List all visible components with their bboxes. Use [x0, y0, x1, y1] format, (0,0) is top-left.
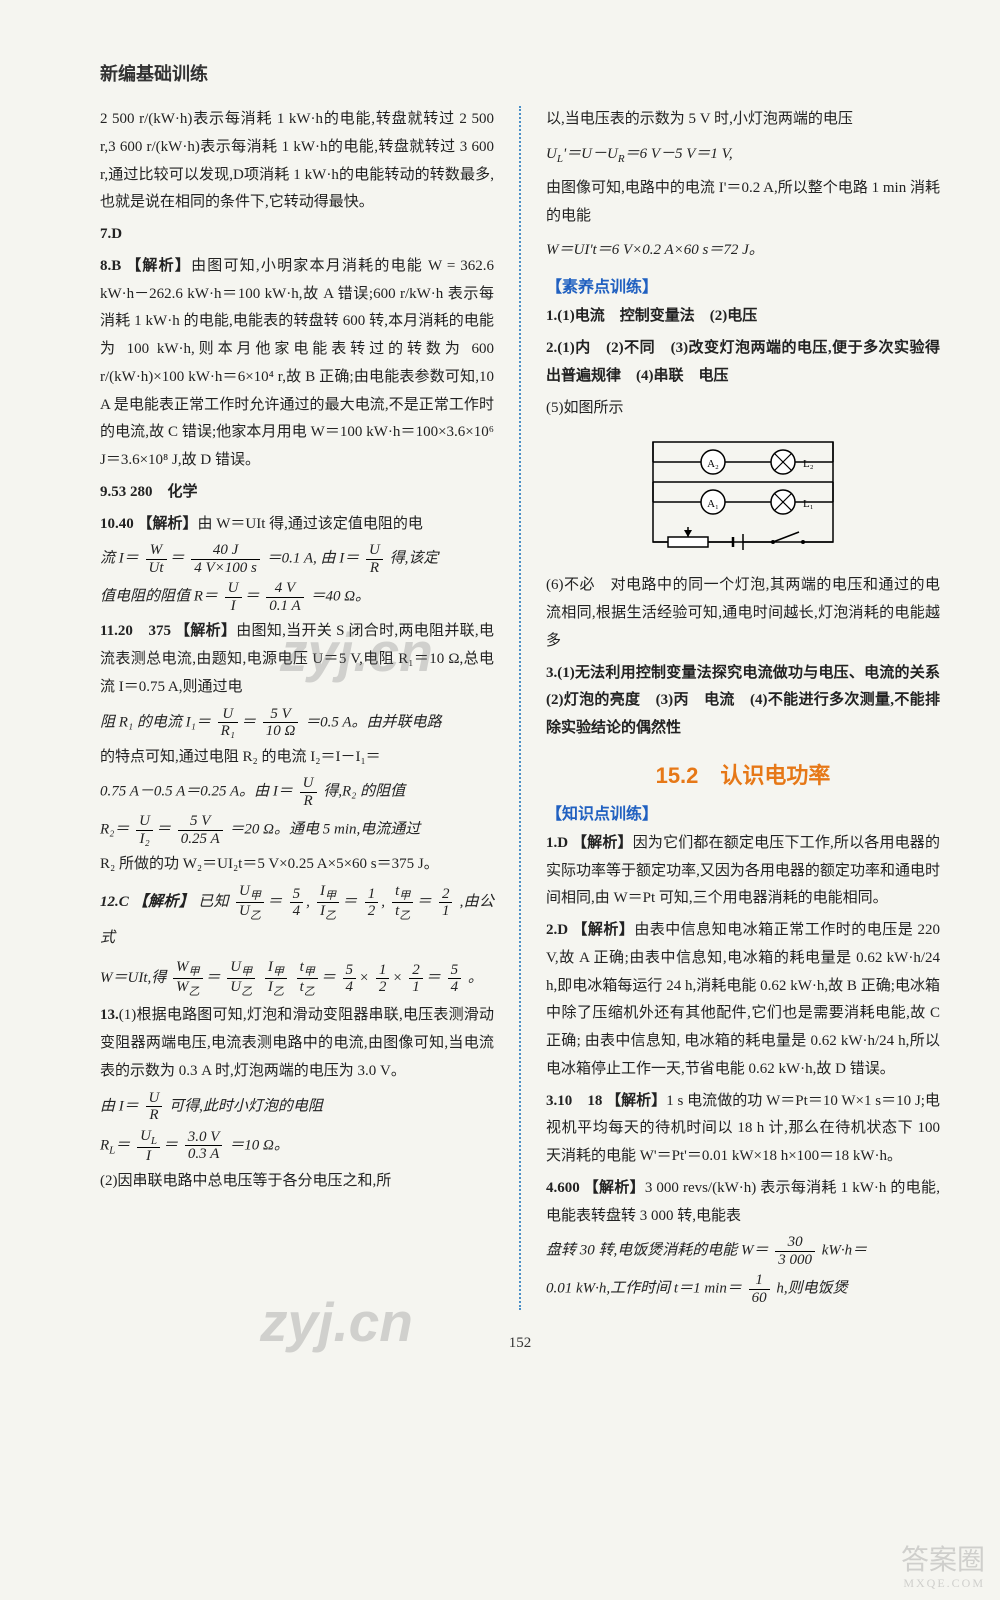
q11-label: 11.20 375 【解析】由图知,当开关 S 闭合时,两电阻并联,电流表测总电…: [100, 618, 494, 701]
q13-formula1: 由 I＝ UR 可得,此时小灯泡的电阻: [100, 1090, 494, 1124]
r-q1: 1.(1)电流 控制变量法 (2)电压: [546, 303, 940, 331]
rq4-line1: 盘转 30 转,电饭煲消耗的电能 W＝ 303 000 kW·h＝: [546, 1234, 940, 1268]
svg-text:A₂: A₂: [707, 458, 719, 470]
q11-line3: 的特点可知,通过电阻 R₂ 的电流 I₂＝I－I₁＝: [100, 744, 494, 772]
rq2: 2.D 【解析】由表中信息知电冰箱正常工作时的电压是 220 V,故 A 正确;…: [546, 917, 940, 1084]
rq3: 3.10 18 【解析】1 s 电流做的功 W＝Pt＝10 W×1 s＝10 J…: [546, 1088, 940, 1171]
q12-line2: W＝UIt,得 W甲W乙＝ U甲U乙 I甲I乙 t甲t乙＝ 54× 12× 21…: [100, 959, 494, 998]
rq1: 1.D 【解析】因为它们都在额定电压下工作,所以各用电器的实际功率等于额定功率,…: [546, 830, 940, 913]
q13-formula2: RL＝ ULI＝ 3.0 V0.3 A ＝10 Ω。: [100, 1128, 494, 1165]
r-intro4: W＝UI't＝6 V×0.2 A×60 s＝72 J。: [546, 234, 940, 267]
rq4-line2: 0.01 kW·h,工作时间 t＝1 min＝ 160 h,则电饭煲: [546, 1272, 940, 1306]
column-divider: [519, 106, 521, 1310]
r-q3: 3.(1)无法利用控制变量法探究电流做功与电压、电流的关系 (2)灯泡的亮度 (…: [546, 660, 940, 743]
blue-heading-2: 【知识点训练】: [546, 800, 940, 824]
r-intro2: UL'＝U－UR＝6 V－5 V＝1 V,: [546, 138, 940, 171]
blue-heading-1: 【素养点训练】: [546, 273, 940, 297]
r-q2b: (5)如图所示: [546, 395, 940, 423]
q11-line6: R₂ 所做的功 W₂＝UI₂t＝5 V×0.25 A×5×60 s＝375 J。: [100, 851, 494, 879]
book-header: 新编基础训练: [100, 60, 940, 86]
q7: 7.D: [100, 221, 494, 249]
r-q2: 2.(1)内 (2)不同 (3)改变灯泡两端的电压,便于多次实验得出普遍规律 (…: [546, 335, 940, 391]
q12: 12.C 【解析】 已知 U甲U乙＝ 54, I甲I乙＝ 12, t甲t乙＝ 2…: [100, 883, 494, 955]
rq4-p1: 4.600 【解析】3 000 revs/(kW·h) 表示每消耗 1 kW·h…: [546, 1175, 940, 1231]
section-title: 15.2 认识电功率: [546, 758, 940, 790]
intro-text: 2 500 r/(kW·h)表示每消耗 1 kW·h的电能,转盘就转过 2 50…: [100, 106, 494, 217]
q9: 9.53 280 化学: [100, 479, 494, 507]
corner-logo: 答案圈 MXQE.COM: [901, 1546, 985, 1590]
q11-formula2: 0.75 A－0.5 A＝0.25 A。由 I＝ UR 得,R₂ 的阻值: [100, 775, 494, 809]
q10-formula1: 流 I＝ WUt＝ 40 J4 V×100 s ＝0.1 A, 由 I＝ UR …: [100, 542, 494, 576]
q10: 10.40 【解析】由 W＝UIt 得,通过该定值电阻的电: [100, 511, 494, 539]
svg-text:A₁: A₁: [707, 498, 719, 510]
q11-formula3: R₂＝ UI₂＝ 5 V0.25 A ＝20 Ω。通电 5 min,电流通过: [100, 813, 494, 847]
circuit-diagram: A₂ L₂ A₁ L₁: [623, 432, 863, 562]
q10-formula2: 值电阻的阻值 R＝ UI＝ 4 V0.1 A ＝40 Ω。: [100, 580, 494, 614]
svg-text:L₁: L₁: [803, 498, 814, 510]
page-number: 152: [100, 1335, 940, 1352]
r-intro1: 以,当电压表的示数为 5 V 时,小灯泡两端的电压: [546, 106, 940, 134]
r-q2-6: (6)不必 对电路中的同一个灯泡,其两端的电压和通过的电流相同,根据生活经验可知…: [546, 572, 940, 655]
q11-formula1: 阻 R₁ 的电流 I₁＝ UR₁＝ 5 V10 Ω ＝0.5 A。由并联电路: [100, 706, 494, 740]
svg-text:L₂: L₂: [803, 458, 814, 470]
q13-p1: 13.(1)根据电路图可知,灯泡和滑动变阻器串联,电压表测滑动变阻器两端电压,电…: [100, 1002, 494, 1085]
r-intro3: 由图像可知,电路中的电流 I'＝0.2 A,所以整个电路 1 min 消耗的电能: [546, 175, 940, 231]
q13-p2: (2)因串联电路中总电压等于各分电压之和,所: [100, 1168, 494, 1196]
q8: 8.B 【解析】由图可知,小明家本月消耗的电能 W = 362.6 kW·h－2…: [100, 253, 494, 475]
